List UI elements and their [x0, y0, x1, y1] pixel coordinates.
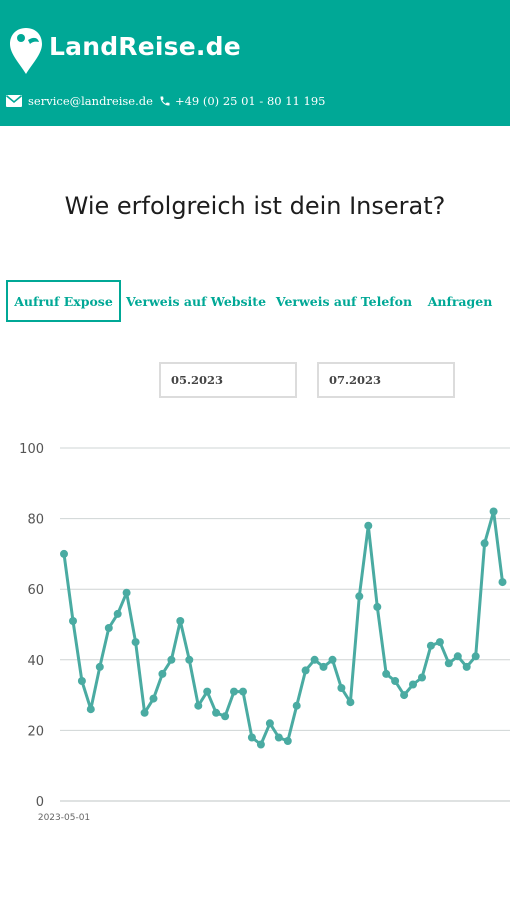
phone-icon [160, 96, 170, 106]
data-point[interactable] [346, 698, 355, 707]
data-point[interactable] [444, 659, 453, 668]
data-point[interactable] [453, 652, 462, 661]
data-point[interactable] [292, 701, 301, 710]
data-point[interactable] [400, 691, 409, 700]
y-tick-label: 60 [27, 583, 44, 598]
data-point[interactable] [113, 609, 122, 618]
y-tick-label: 40 [27, 654, 44, 669]
data-point[interactable] [391, 677, 400, 685]
brand-name[interactable]: LandReise.de [49, 32, 241, 61]
email-link[interactable]: service@landreise.de [28, 94, 153, 108]
y-tick-label: 20 [27, 724, 44, 739]
data-point[interactable] [435, 638, 444, 647]
data-point[interactable] [409, 680, 417, 689]
y-tick-label: 100 [19, 442, 44, 457]
y-tick-label: 0 [36, 795, 44, 810]
data-point[interactable] [373, 602, 382, 611]
data-point[interactable] [265, 719, 274, 728]
data-point[interactable] [498, 578, 507, 587]
page-title: Wie erfolgreich ist dein Inserat? [64, 192, 446, 220]
data-point[interactable] [60, 549, 68, 558]
mail-icon [6, 95, 22, 107]
data-point[interactable] [239, 687, 247, 696]
data-point[interactable] [301, 666, 310, 675]
date-to-input[interactable] [317, 362, 455, 398]
stats-tabs: Aufruf Expose Verweis auf Website Verwei… [0, 280, 510, 322]
line-chart: 0 20 40 60 80 100 2023-05-01 [19, 442, 510, 823]
tab-verweis-telefon[interactable]: Verweis auf Telefon [275, 293, 413, 309]
data-point[interactable] [426, 641, 435, 650]
data-point[interactable] [328, 655, 337, 664]
data-point[interactable] [310, 655, 319, 664]
data-point[interactable] [382, 669, 391, 678]
tab-aufruf-expose[interactable]: Aufruf Expose [6, 280, 121, 322]
data-point[interactable] [480, 539, 489, 548]
data-point[interactable] [131, 638, 140, 647]
data-point[interactable] [158, 669, 167, 678]
tab-verweis-website[interactable]: Verweis auf Website [125, 293, 267, 309]
data-point[interactable] [319, 662, 328, 671]
data-point[interactable] [122, 588, 131, 597]
y-tick-label: 80 [27, 513, 44, 528]
phone-link[interactable]: +49 (0) 25 01 - 80 11 195 [174, 94, 326, 108]
data-point[interactable] [203, 687, 212, 696]
data-point[interactable] [355, 592, 364, 601]
data-point[interactable] [247, 733, 256, 742]
site-header: LandReise.de service@landreise.de +49 (0… [0, 0, 510, 126]
data-point[interactable] [69, 617, 77, 625]
tab-anfragen[interactable]: Anfragen [427, 293, 493, 309]
data-point[interactable] [489, 507, 498, 516]
data-point[interactable] [167, 655, 176, 664]
data-point[interactable] [140, 708, 149, 717]
data-point[interactable] [221, 712, 230, 721]
data-point[interactable] [86, 705, 95, 714]
data-point[interactable] [212, 708, 221, 717]
data-point[interactable] [418, 673, 426, 682]
data-point[interactable] [337, 684, 346, 692]
date-from-input[interactable] [159, 362, 297, 398]
x-tick-label: 2023-05-01 [38, 813, 90, 823]
logo-icon[interactable] [8, 26, 44, 76]
data-point[interactable] [104, 624, 113, 632]
data-point[interactable] [185, 655, 194, 664]
data-point[interactable] [283, 737, 292, 745]
data-point[interactable] [176, 617, 185, 625]
data-point[interactable] [95, 662, 104, 671]
contact-bar: service@landreise.de +49 (0) 25 01 - 80 … [6, 92, 325, 110]
data-point[interactable] [364, 521, 373, 530]
data-point[interactable] [194, 701, 203, 710]
data-point[interactable] [149, 694, 158, 703]
data-point[interactable] [462, 662, 471, 671]
data-point[interactable] [230, 687, 238, 696]
data-point[interactable] [256, 740, 265, 749]
data-point[interactable] [274, 733, 283, 742]
data-point[interactable] [77, 677, 86, 685]
data-point[interactable] [471, 652, 480, 661]
series-line [62, 510, 504, 746]
